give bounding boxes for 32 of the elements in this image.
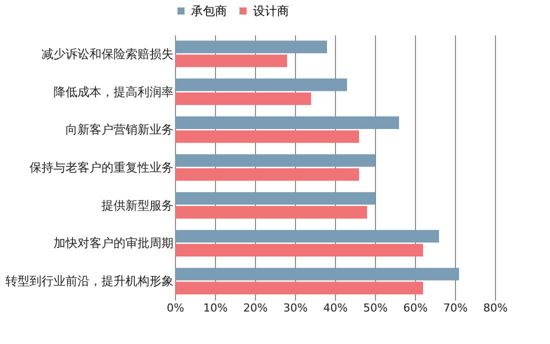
legend-label: 承包商	[191, 4, 227, 18]
bar	[175, 244, 423, 256]
y-tick-label: 向新客户营销新业务	[66, 122, 174, 137]
x-tick-label: 50%	[363, 302, 388, 314]
x-tick-label: 40%	[323, 302, 348, 314]
x-tick-label: 70%	[443, 302, 468, 314]
y-tick-label: 加快对客户的审批周期	[54, 236, 174, 250]
bar	[175, 130, 359, 143]
bar	[175, 116, 399, 129]
y-tick-label: 降低成本，提高利润率	[54, 84, 174, 99]
x-tick-label: 80%	[483, 302, 508, 314]
bar	[175, 54, 287, 68]
bar	[175, 192, 375, 205]
y-tick-label: 减少诉讼和保险索赔损失	[42, 46, 174, 61]
y-tick-label: 提供新型服务	[102, 198, 174, 212]
y-tick-label: 转型到行业前沿，提升机构形象	[6, 274, 174, 288]
bar	[175, 230, 439, 243]
x-tick-label: 10%	[203, 302, 228, 314]
bar	[175, 282, 423, 294]
bar	[175, 40, 327, 54]
x-tick-label: 30%	[283, 302, 308, 314]
x-tick-label: 0%	[166, 302, 184, 314]
bar	[175, 154, 375, 167]
bar	[175, 92, 311, 106]
x-tick-label: 20%	[243, 302, 268, 314]
bar	[175, 78, 347, 92]
x-tick-label: 60%	[403, 302, 428, 314]
bar	[175, 168, 359, 181]
y-tick-label: 保持与老客户的重复性业务	[30, 160, 174, 174]
bar	[175, 268, 459, 280]
legend-label: 设计商	[253, 4, 289, 18]
bar	[175, 206, 367, 219]
